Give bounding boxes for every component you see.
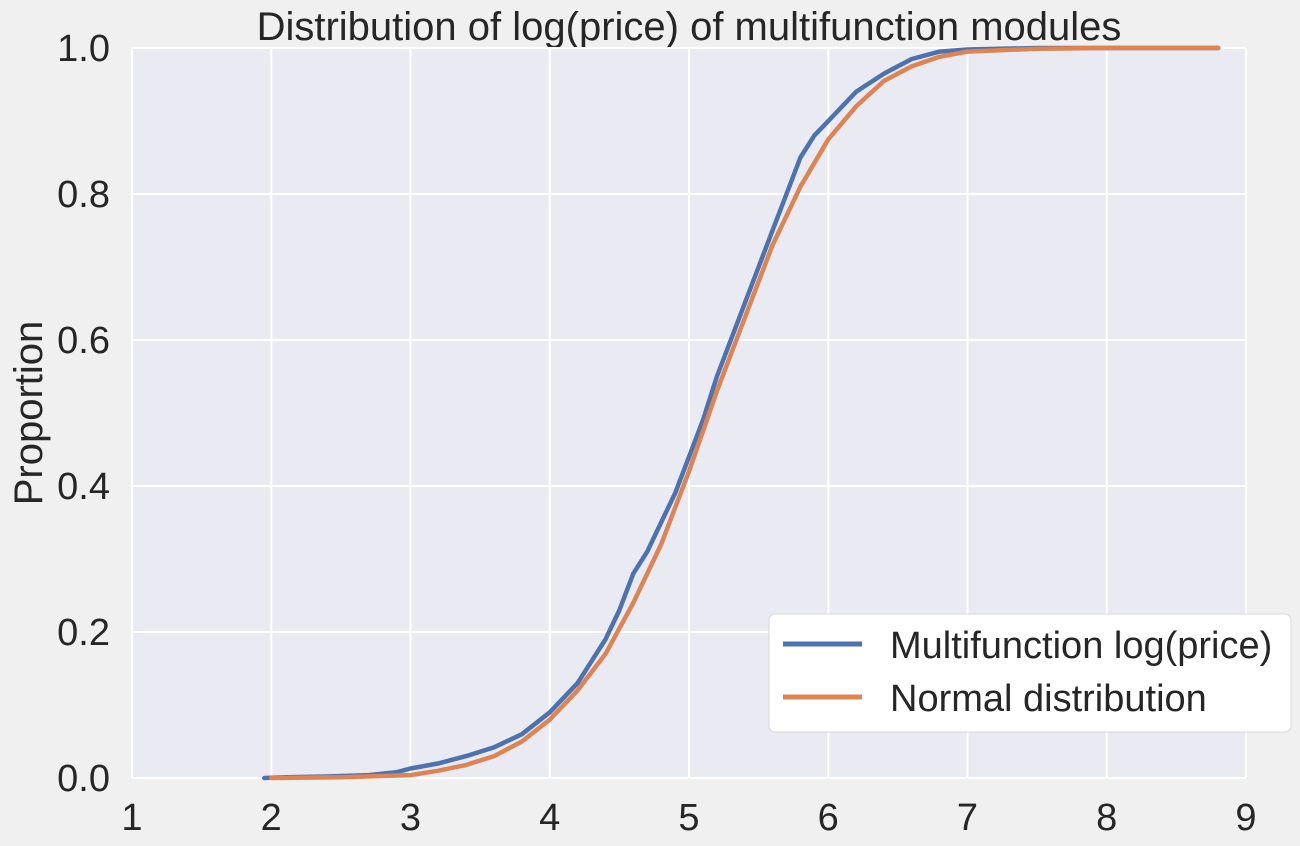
y-tick-label: 0.2 xyxy=(57,612,110,654)
tick-labels: 1 2 3 4 5 6 7 8 9 0.0 0.2 0.4 0.6 0.8 1.0 xyxy=(57,28,1256,839)
x-tick-label: 1 xyxy=(121,797,142,839)
series-line-normal xyxy=(269,45,1221,781)
series-line-multifunction xyxy=(262,45,1221,781)
legend-label-normal: Normal distribution xyxy=(890,678,1207,720)
y-tick-label: 0.6 xyxy=(57,320,110,362)
y-tick-label: 0.8 xyxy=(57,174,110,216)
x-tick-label: 4 xyxy=(539,797,560,839)
legend-label-multifunction: Multifunction log(price) xyxy=(890,625,1272,667)
chart-title: Distribution of log(price) of multifunct… xyxy=(257,5,1122,49)
y-tick-label: 1.0 xyxy=(57,28,110,70)
x-tick-label: 7 xyxy=(957,797,978,839)
x-tick-label: 5 xyxy=(678,797,699,839)
x-tick-label: 2 xyxy=(261,797,282,839)
y-axis-label: Proportion xyxy=(7,321,51,506)
legend-box xyxy=(768,613,1292,733)
legend: Multifunction log(price) Normal distribu… xyxy=(768,613,1292,733)
x-tick-label: 9 xyxy=(1235,797,1256,839)
x-tick-label: 6 xyxy=(818,797,839,839)
x-tick-label: 8 xyxy=(1096,797,1117,839)
y-tick-label: 0.0 xyxy=(57,758,110,800)
x-tick-label: 3 xyxy=(400,797,421,839)
y-tick-label: 0.4 xyxy=(57,466,110,508)
series-lines xyxy=(262,45,1221,781)
